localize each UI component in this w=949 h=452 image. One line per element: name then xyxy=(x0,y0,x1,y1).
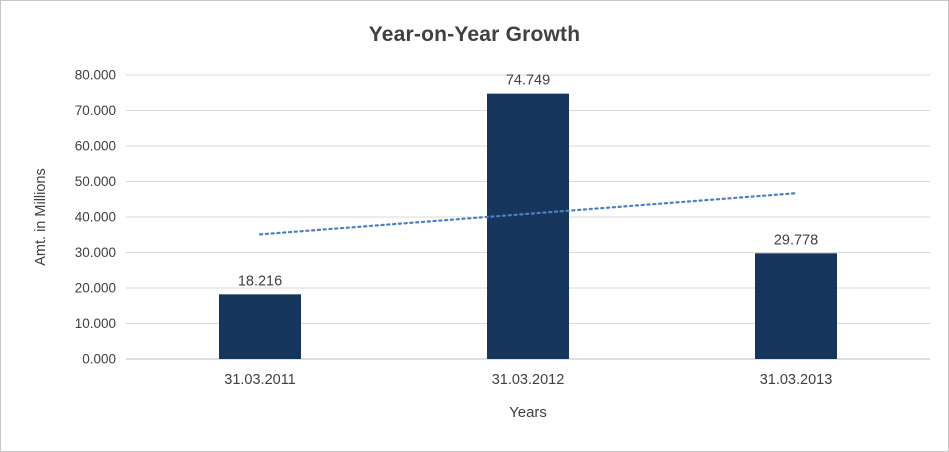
bar xyxy=(219,294,301,359)
bar xyxy=(487,93,569,359)
bar-value-label: 29.778 xyxy=(774,232,818,248)
y-tick-label: 70.000 xyxy=(75,103,116,118)
y-tick-label: 40.000 xyxy=(75,210,116,225)
y-tick-label: 60.000 xyxy=(75,139,116,154)
y-tick-label: 50.000 xyxy=(75,174,116,189)
bar-value-label: 18.216 xyxy=(238,273,282,289)
y-tick-label: 10.000 xyxy=(75,316,116,331)
y-tick-label: 20.000 xyxy=(75,281,116,296)
chart-title: Year-on-Year Growth xyxy=(368,23,581,46)
trendline xyxy=(258,192,798,236)
x-category-label: 31.03.2012 xyxy=(492,372,565,388)
x-category-label: 31.03.2011 xyxy=(224,372,296,388)
bar-value-label: 74.749 xyxy=(506,73,550,89)
y-tick-label: 30.000 xyxy=(75,245,116,260)
x-category-label: 31.03.2013 xyxy=(760,372,833,388)
x-axis-title: Years xyxy=(509,404,547,421)
y-tick-label: 0.000 xyxy=(82,352,116,367)
bar xyxy=(755,253,837,359)
y-tick-label: 80.000 xyxy=(75,68,116,83)
